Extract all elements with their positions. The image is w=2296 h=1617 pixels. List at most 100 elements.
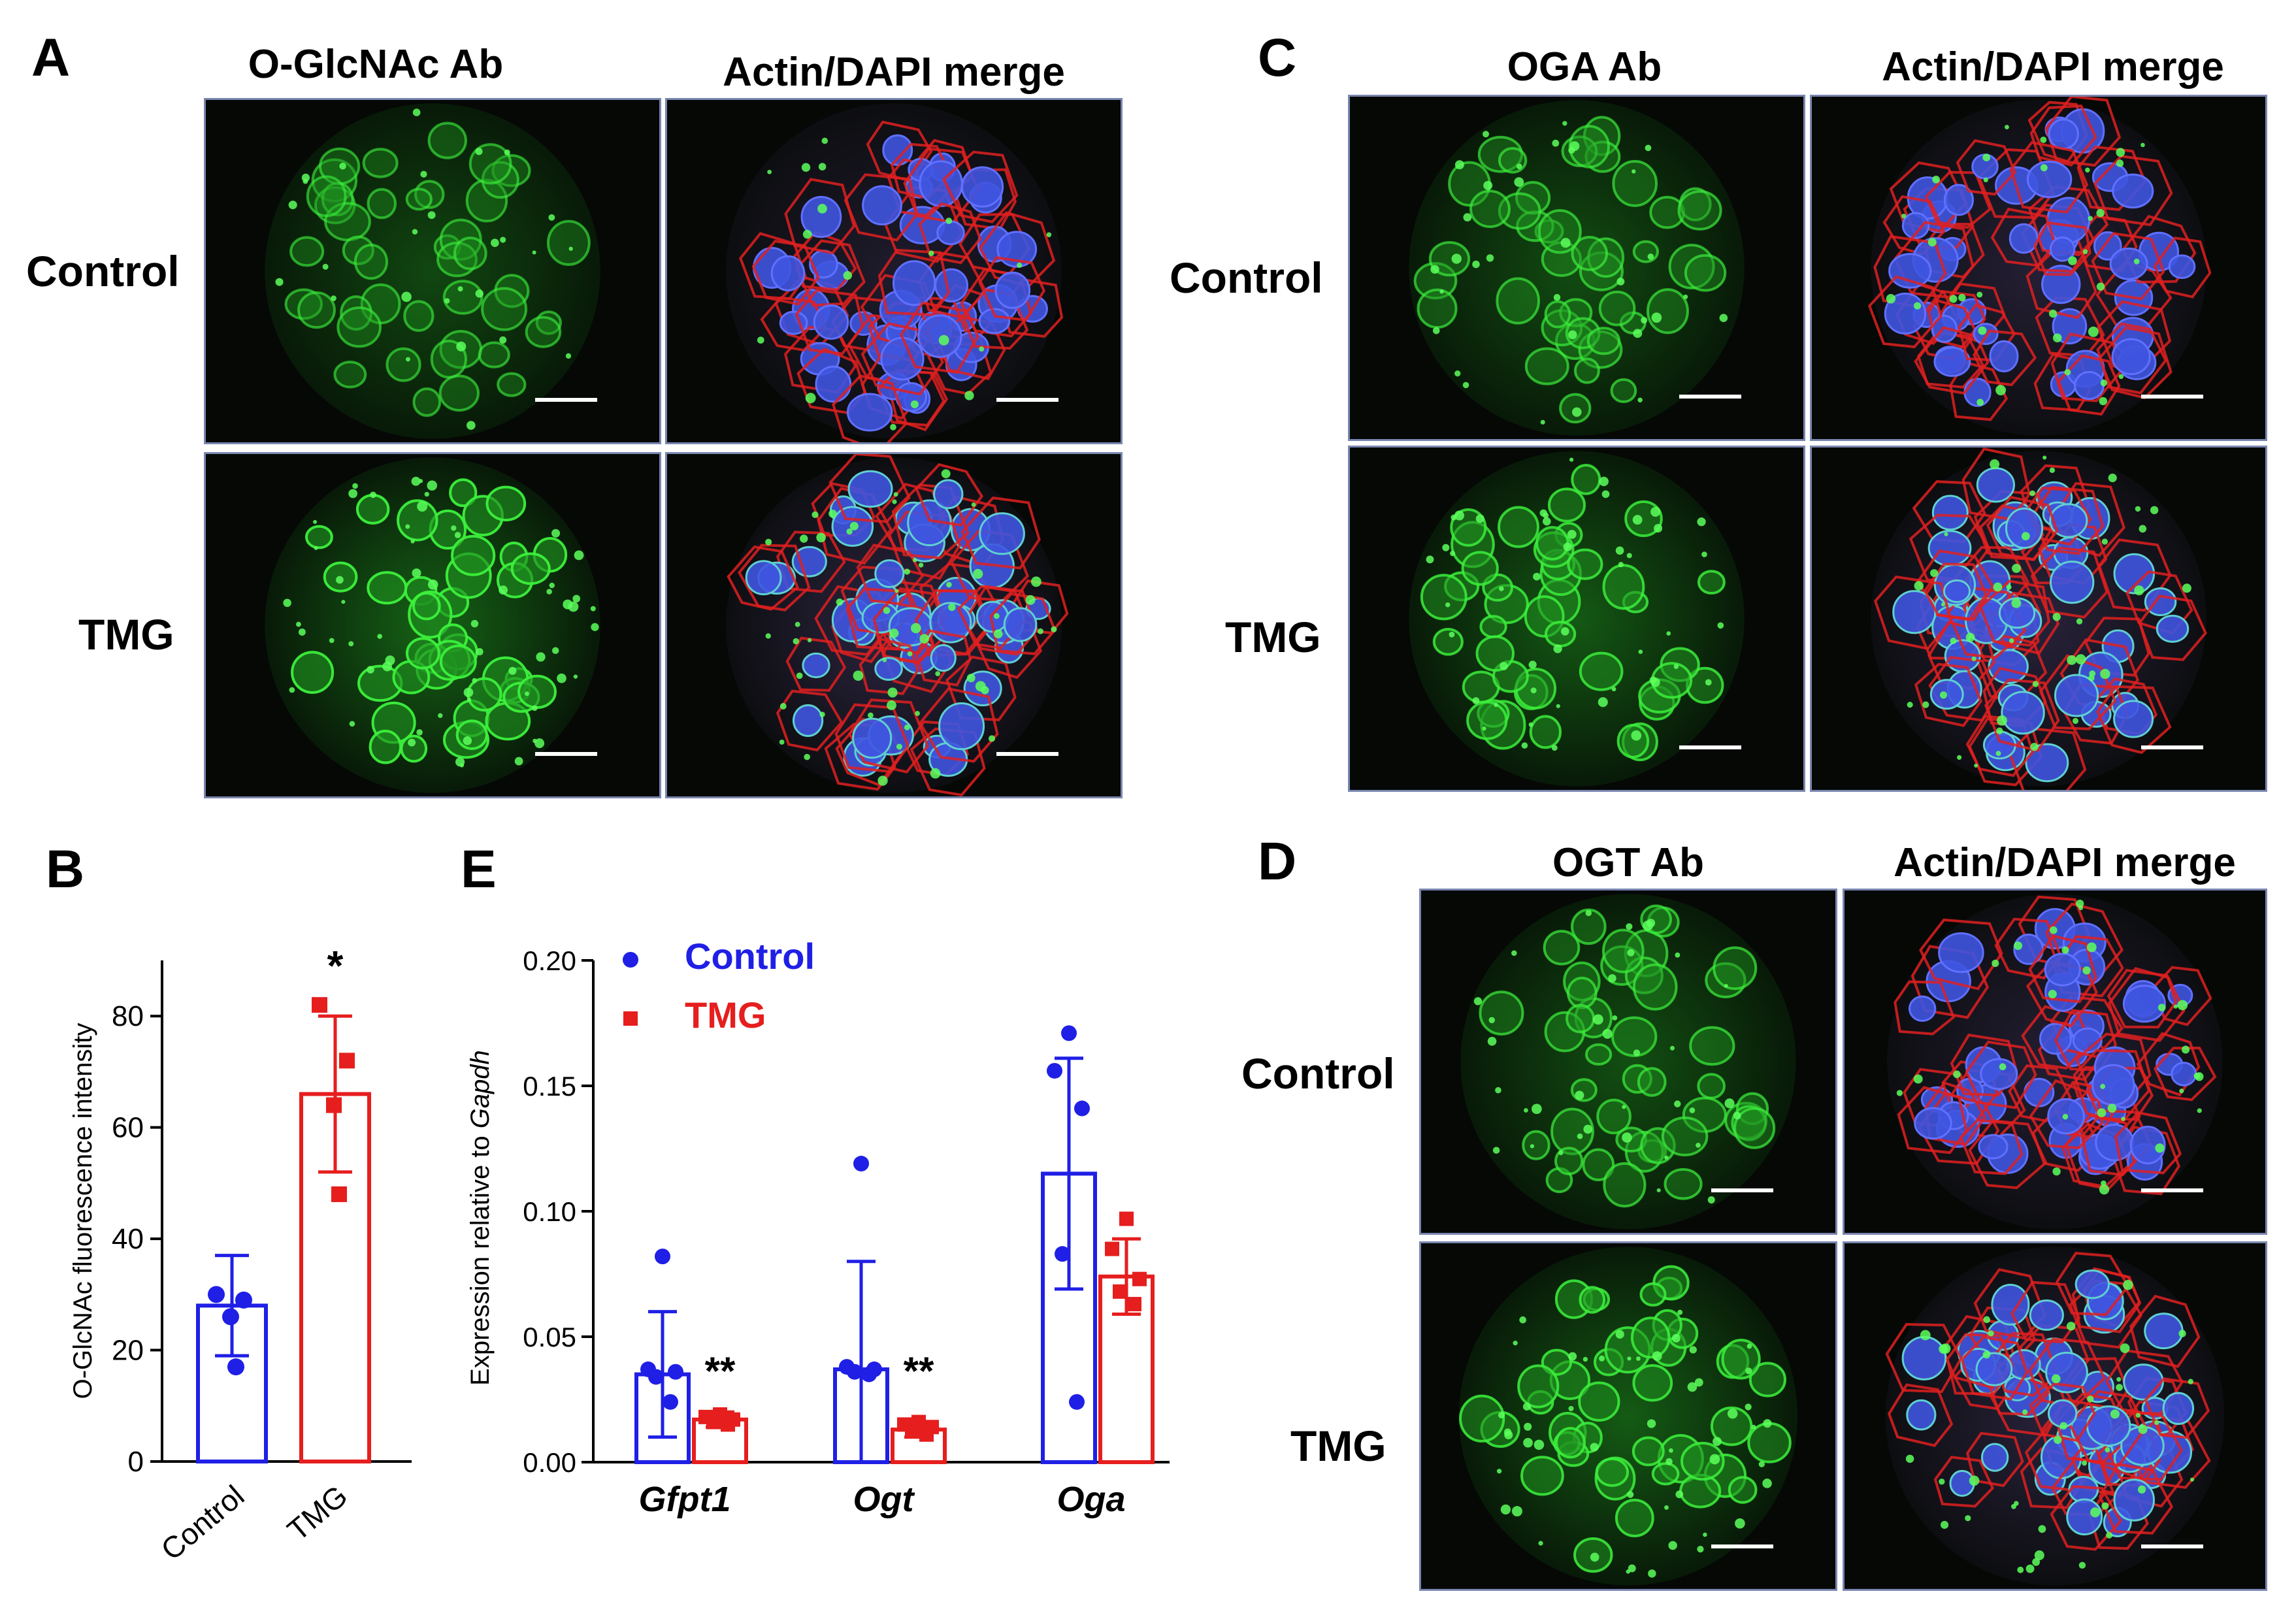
nucleus	[1520, 1456, 1564, 1496]
speckle	[1551, 745, 1558, 751]
actin-outline	[2136, 1032, 2201, 1097]
nucleus	[2109, 247, 2148, 280]
nucleus	[1603, 1162, 1647, 1208]
actin-outline	[2039, 654, 2117, 730]
speckle	[1983, 177, 1988, 183]
nucleus	[815, 365, 852, 403]
speckle	[2182, 583, 2191, 593]
speckle	[993, 629, 1003, 639]
speckle	[548, 214, 555, 221]
speckle	[1697, 517, 1706, 527]
speckle	[1585, 909, 1592, 917]
nucleus	[369, 729, 402, 764]
actin-outline	[760, 296, 827, 352]
actin-outline	[1949, 361, 2009, 421]
speckle	[1724, 1098, 1735, 1109]
speckle	[1631, 730, 1642, 741]
nucleus	[1601, 928, 1645, 973]
panel-c-control-oga-image	[1348, 95, 1805, 441]
speckle	[843, 270, 853, 280]
speckle	[1475, 514, 1484, 523]
speckle	[420, 171, 427, 178]
nucleus	[1646, 288, 1689, 335]
panel-e-point	[1132, 1271, 1147, 1286]
speckle	[1654, 524, 1663, 533]
speckle	[877, 776, 888, 786]
speckle	[1528, 661, 1537, 669]
nucleus	[1697, 1073, 1726, 1100]
speckle	[491, 238, 499, 248]
speckle	[1969, 1475, 1980, 1486]
actin-outline	[2071, 1267, 2142, 1333]
panel-b-point	[312, 997, 327, 1013]
speckle	[532, 250, 536, 255]
speckle	[2099, 1184, 2110, 1195]
speckle	[1553, 293, 1561, 301]
speckle	[883, 607, 891, 614]
speckle	[1626, 923, 1633, 930]
speckle	[889, 629, 899, 638]
actin-outline	[2068, 1279, 2143, 1349]
panel-e-y-tick-label: 0.10	[523, 1196, 576, 1227]
speckle	[514, 757, 523, 766]
speckle	[767, 169, 772, 174]
nucleus	[1637, 1067, 1667, 1097]
speckle	[1976, 399, 1984, 406]
speckle	[979, 346, 985, 352]
panel-b-y-tick-label: 20	[112, 1335, 144, 1367]
nucleus	[1571, 236, 1609, 271]
speckle	[1601, 490, 1610, 498]
embryo-svg	[1887, 894, 2223, 1230]
speckle	[1648, 1569, 1656, 1578]
speckle	[1965, 1515, 1971, 1522]
speckle	[1751, 1424, 1756, 1430]
speckle	[896, 743, 902, 750]
nucleus	[1888, 253, 1932, 289]
speckle	[1763, 1419, 1772, 1428]
panel-a-row-control: Control	[26, 247, 180, 295]
speckle	[1562, 121, 1567, 126]
speckle	[499, 585, 508, 595]
nucleus	[934, 268, 968, 302]
speckle	[887, 687, 898, 698]
nucleus	[917, 314, 962, 358]
panel-b-chart: 0 20 40 60 80 O-GlcNAc fluorescence intensity…	[69, 942, 412, 1567]
actin-outline	[1919, 918, 2003, 990]
speckle	[454, 532, 461, 538]
nucleus	[1943, 579, 1971, 603]
speckle	[1499, 586, 1504, 591]
speckle	[1996, 727, 2003, 735]
speckle	[911, 623, 921, 634]
nucleus	[1003, 607, 1038, 642]
speckle	[557, 673, 566, 683]
speckle	[2118, 374, 2124, 380]
speckle	[590, 606, 596, 612]
speckle	[1602, 1028, 1613, 1039]
embryo-body	[1460, 894, 1796, 1230]
speckle	[1430, 265, 1439, 274]
actin-outline	[1965, 1040, 2037, 1109]
speckle	[2177, 1000, 2188, 1011]
panel-d-tmg-merge-image	[1843, 1241, 2267, 1591]
nucleus	[1596, 1098, 1632, 1135]
embryo-svg	[1460, 894, 1796, 1230]
speckle	[1707, 1196, 1715, 1204]
panel-a-col2-title: Actin/DAPI merge	[723, 50, 1065, 95]
speckle	[1449, 631, 1455, 638]
nucleus	[1566, 976, 1598, 1009]
speckle	[1483, 180, 1493, 190]
speckle	[1666, 631, 1671, 636]
speckle	[412, 108, 421, 116]
panel-e-label: E	[461, 840, 497, 899]
speckle	[1615, 546, 1624, 555]
panel-b-point	[222, 1308, 239, 1326]
nucleus	[385, 347, 421, 382]
speckle	[1567, 529, 1577, 539]
nucleus	[1479, 615, 1507, 639]
panel-a-tmg-oglcnac-image	[204, 452, 661, 798]
nucleus	[1602, 564, 1645, 610]
speckle	[1494, 702, 1498, 708]
speckle	[1563, 542, 1573, 551]
actin-outline	[1873, 575, 1952, 650]
actin-outline	[978, 256, 1046, 322]
